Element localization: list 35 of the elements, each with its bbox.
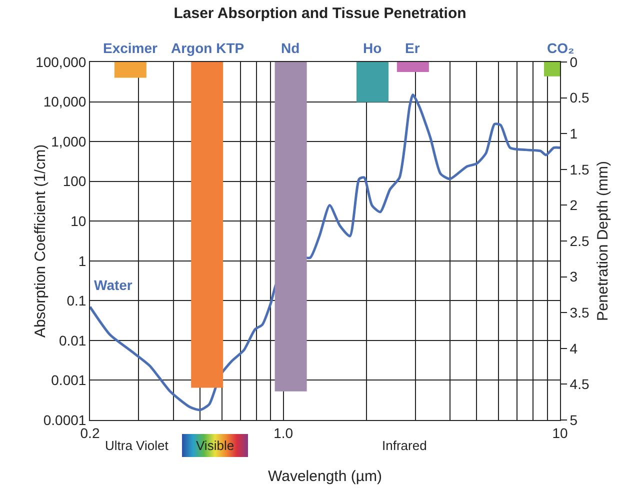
x-tick-label: 10	[552, 424, 568, 441]
text: Infrared	[382, 438, 427, 453]
y2-tick-label: 4.5	[570, 376, 590, 392]
y-tick-label: 10	[70, 213, 86, 230]
y2-tick-label: 0	[570, 54, 578, 70]
y-tick-label: 1,000	[51, 133, 86, 150]
x-tick-label: 1.0	[274, 424, 294, 441]
y2-tick-label: 2.5	[570, 232, 590, 249]
series-label: Argon KTP	[171, 40, 244, 56]
y-tick-label: 0.01	[58, 332, 86, 348]
y2-tick-label: 3	[570, 268, 578, 285]
y-tick-label: 0.001	[51, 372, 86, 388]
series-label: Excimer	[103, 40, 158, 56]
y-tick-label: 1	[78, 252, 86, 269]
y-tick-label: 100	[62, 173, 86, 190]
y2-tick-label: 3.5	[570, 304, 590, 320]
y2-tick-label: 1.5	[570, 161, 590, 178]
series-label: Nd	[281, 40, 300, 56]
series-label: Water	[94, 277, 133, 293]
text: Ultra Violet	[105, 438, 169, 453]
y2-tick-label: 5	[570, 412, 578, 428]
x-axis-title: Wavelength (µm)	[268, 468, 382, 485]
y2-tick-label: 4	[570, 340, 578, 356]
y2-axis-title: Penetration Depth (mm)	[594, 160, 612, 322]
y-tick-label: 100,000	[36, 54, 86, 70]
series-label: Er	[405, 40, 420, 56]
chart-title: Laser Absorption and Tissue Penetration	[174, 4, 466, 22]
series-label: Ho	[363, 40, 382, 56]
y2-tick-label: 0.5	[570, 90, 590, 106]
y2-tick-label: 1	[570, 126, 578, 142]
y2-tick-label: 2	[570, 197, 578, 214]
y-tick-label: 10,000	[43, 94, 86, 110]
y-axis-title: Absorption Coefficient (1/cm)	[32, 144, 50, 338]
y-tick-label: 0.1	[66, 292, 86, 309]
series-label: CO₂	[547, 40, 574, 56]
